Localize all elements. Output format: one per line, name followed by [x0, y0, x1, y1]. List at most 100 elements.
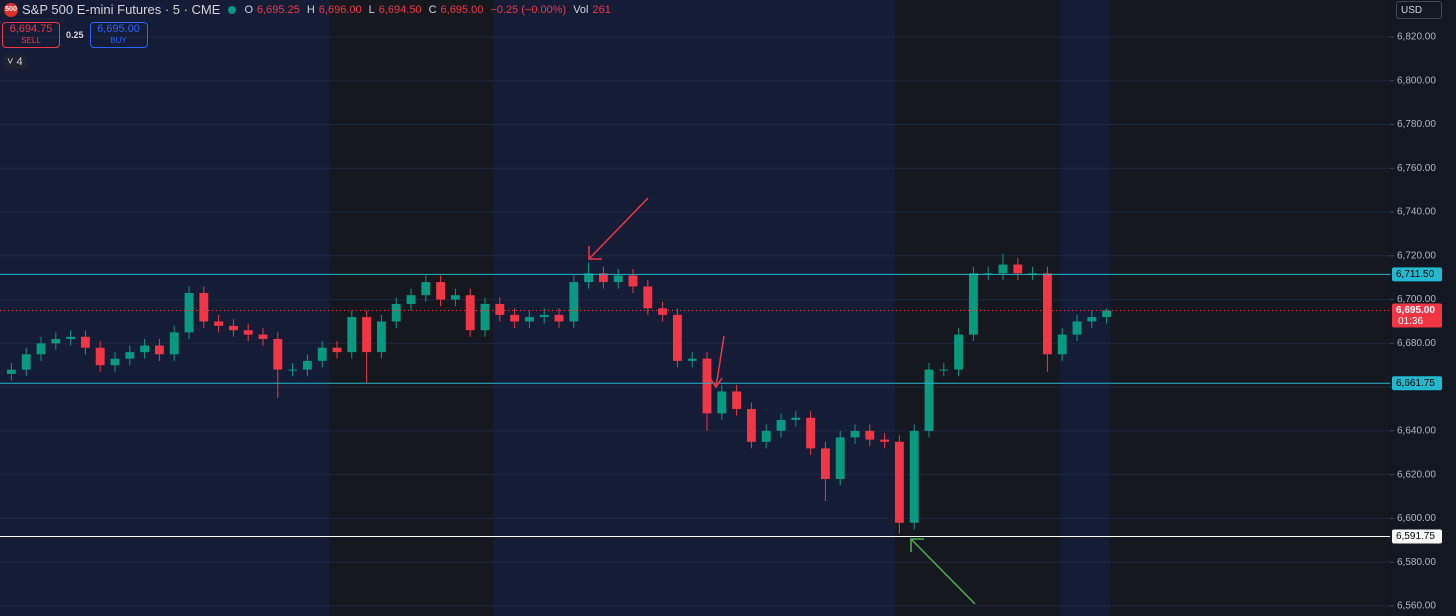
candle-body	[628, 275, 638, 287]
candle-body	[288, 369, 298, 371]
candle-body	[347, 317, 357, 353]
arrow	[910, 538, 976, 605]
last-price-label: 6,695.00	[1396, 305, 1435, 316]
y-tick-label: 6,820.00	[1397, 32, 1436, 43]
candle-body	[140, 345, 150, 353]
candle-body	[450, 295, 460, 300]
arrow	[715, 335, 725, 388]
level-label: 6,591.75	[1396, 531, 1435, 542]
buy-label: BUY	[110, 36, 127, 45]
y-tick-label: 6,700.00	[1397, 294, 1436, 305]
candle-body	[909, 430, 919, 523]
candle-body	[95, 347, 105, 366]
ohlc-value: 6,694.50	[378, 3, 422, 16]
symbol[interactable]: S&P 500 E-mini Futures · 5 · CME	[22, 2, 221, 17]
candle-body	[1013, 264, 1023, 274]
ohlc-key: H	[306, 3, 315, 16]
symbol-badge: 500	[4, 2, 18, 17]
arrow-head	[708, 376, 723, 389]
candle-body	[6, 369, 16, 374]
candle-body	[613, 275, 623, 283]
ohlc-value: 6,696.00	[318, 3, 362, 16]
sell-button[interactable]: 6,694.75 SELL	[2, 22, 60, 48]
candle-body	[1087, 317, 1097, 322]
candle-body	[584, 273, 594, 283]
arrow-head	[910, 538, 924, 552]
candle-body	[658, 308, 668, 315]
candle-body	[894, 441, 904, 523]
candle-body	[436, 282, 446, 300]
candle-body	[746, 408, 756, 442]
candle-body	[1028, 273, 1038, 275]
candle-body	[36, 343, 46, 355]
grid: 6,560.00 6,580.00 6,600.00 6,620.00 6,640.00…	[0, 32, 1436, 612]
candle-body	[480, 303, 490, 331]
candle-body	[524, 317, 534, 322]
y-tick-label: 6,740.00	[1397, 207, 1436, 218]
level-tag	[1392, 267, 1442, 282]
ohlc-key: L	[368, 3, 375, 16]
candle-body	[421, 282, 431, 296]
candle-body	[510, 314, 520, 322]
y-tick-label: 6,800.00	[1397, 75, 1436, 86]
candle-body	[761, 430, 771, 442]
candle-body	[169, 332, 179, 355]
candle-body	[214, 321, 224, 326]
spread: 0.25	[66, 30, 84, 40]
level-tag	[1392, 376, 1442, 391]
candle-body	[554, 314, 564, 322]
y-tick-label: 6,580.00	[1397, 557, 1436, 568]
sell-label: SELL	[21, 36, 41, 45]
candle-body	[598, 273, 608, 283]
countdown: 01:36	[1398, 316, 1423, 327]
candle-body	[939, 369, 949, 371]
ohlc-value: 6,695.25	[257, 3, 300, 16]
level-label: 6,711.50	[1396, 269, 1435, 280]
y-tick-label: 6,600.00	[1397, 513, 1436, 524]
y-tick-label: 6,620.00	[1397, 469, 1436, 480]
candle-body	[850, 430, 860, 438]
currency: USD	[1401, 4, 1423, 16]
candle-body	[968, 273, 978, 335]
candle-body	[924, 369, 934, 431]
candle-body	[643, 286, 653, 309]
candle-body	[199, 293, 209, 322]
symbol-header: 500 S&P 500 E-mini Futures · 5 · CME O 6,…	[4, 2, 614, 17]
candle-body	[243, 330, 253, 335]
last-price-tag	[1392, 303, 1442, 328]
candle-body	[302, 360, 312, 370]
candle-body	[110, 358, 120, 366]
candle-body	[880, 439, 890, 442]
y-tick-label: 6,720.00	[1397, 250, 1436, 261]
candle-body	[954, 334, 964, 370]
candle-body	[406, 295, 416, 304]
buy-price: 6,695.00	[97, 23, 140, 35]
candle-body	[702, 358, 712, 414]
candle-body	[672, 314, 682, 361]
buy-button[interactable]: 6,695.00 BUY	[89, 22, 148, 48]
candle-body	[317, 347, 327, 361]
y-tick-label: 6,760.00	[1397, 163, 1436, 174]
candle-body	[258, 334, 268, 339]
y-tick-label: 6,680.00	[1397, 338, 1436, 349]
candle-body	[806, 417, 816, 449]
arrow	[588, 197, 649, 260]
currency-button[interactable]: USD	[1396, 1, 1442, 19]
indicators-toggle[interactable]: ˅ 4	[3, 55, 27, 69]
arrow-head	[588, 246, 602, 260]
ohlc-key: C	[428, 3, 437, 16]
candle-body	[362, 317, 372, 353]
candle-body	[865, 430, 875, 440]
candle-body	[569, 282, 579, 322]
change: −0.25 (−0.00%)	[490, 3, 567, 16]
candle-body	[228, 325, 238, 331]
market-status	[228, 5, 237, 14]
candle-body	[1057, 334, 1067, 355]
level-tag	[1392, 529, 1442, 544]
volume-key: Vol	[573, 3, 589, 16]
candle-body	[820, 448, 830, 480]
candle-body	[80, 336, 90, 348]
candle-body	[391, 303, 401, 322]
candle-body	[1102, 310, 1112, 318]
